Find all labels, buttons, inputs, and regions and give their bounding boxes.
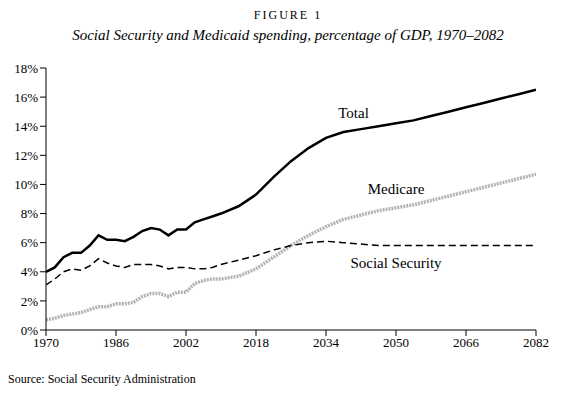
svg-text:4%: 4% <box>21 264 39 279</box>
svg-text:2%: 2% <box>21 294 39 309</box>
svg-text:14%: 14% <box>14 119 38 134</box>
svg-text:1986: 1986 <box>103 335 130 350</box>
svg-text:1970: 1970 <box>33 335 59 351</box>
svg-text:8%: 8% <box>21 206 39 221</box>
svg-text:Social Security: Social Security <box>350 255 442 271</box>
svg-text:2018: 2018 <box>243 335 269 350</box>
svg-text:2066: 2066 <box>453 335 480 350</box>
svg-text:12%: 12% <box>14 148 38 163</box>
html-text:Social Security and Medicaid s: Social Security and Medicaid spending, p… <box>72 27 504 43</box>
svg-text:Total: Total <box>338 105 369 121</box>
svg-text:10%: 10% <box>14 177 38 192</box>
svg-text:18%: 18% <box>14 61 38 76</box>
svg-text:0%: 0% <box>21 323 39 338</box>
svg-text:2002: 2002 <box>173 335 199 350</box>
html-text:Source: Social Security Admini: Source: Social Security Administration <box>8 372 196 386</box>
html-text:FIGURE 1: FIGURE 1 <box>253 8 323 22</box>
svg-text:16%: 16% <box>14 90 38 105</box>
svg-text:6%: 6% <box>21 235 39 250</box>
svg-text:2034: 2034 <box>313 335 340 350</box>
svg-text:2050: 2050 <box>383 335 409 350</box>
svg-text:2082: 2082 <box>523 335 549 350</box>
svg-text:Medicare: Medicare <box>368 181 425 197</box>
